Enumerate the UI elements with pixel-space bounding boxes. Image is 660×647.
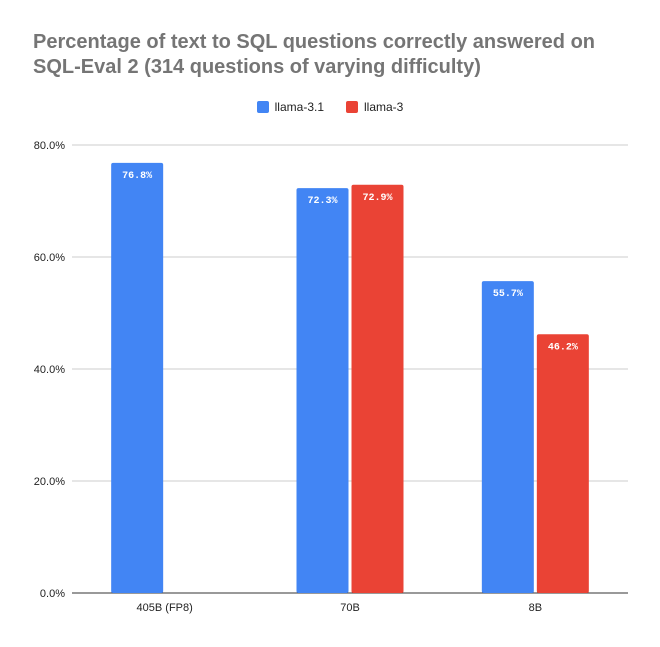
y-tick-label: 80.0%	[34, 140, 65, 152]
legend: llama-3.1 llama-3	[0, 100, 660, 114]
y-tick-label: 60.0%	[34, 252, 65, 264]
data-label: 46.2%	[548, 342, 578, 353]
bar	[351, 184, 404, 593]
chart-title: Percentage of text to SQL questions corr…	[33, 31, 596, 78]
y-tick-label: 20.0%	[34, 476, 65, 488]
x-tick-label: 70B	[340, 602, 360, 614]
legend-label-llama-3: llama-3	[364, 100, 404, 114]
data-label: 72.9%	[362, 193, 392, 204]
legend-item-llama-3-1: llama-3.1	[256, 100, 324, 114]
x-tick-label: 8B	[529, 602, 542, 614]
bar	[481, 281, 534, 593]
data-label: 76.8%	[122, 171, 152, 182]
legend-swatch-llama-3	[346, 101, 358, 113]
bar	[296, 188, 349, 593]
bar	[536, 334, 589, 593]
bar	[111, 162, 164, 594]
data-label: 72.3%	[307, 196, 337, 207]
data-label: 55.7%	[493, 289, 523, 300]
y-tick-label: 40.0%	[34, 364, 65, 376]
x-tick-label: 405B (FP8)	[137, 602, 193, 614]
y-tick-label: 0.0%	[40, 588, 65, 600]
legend-item-llama-3: llama-3	[346, 100, 403, 114]
legend-swatch-llama-3-1	[256, 101, 269, 113]
legend-label-llama-3-1: llama-3.1	[274, 100, 324, 114]
